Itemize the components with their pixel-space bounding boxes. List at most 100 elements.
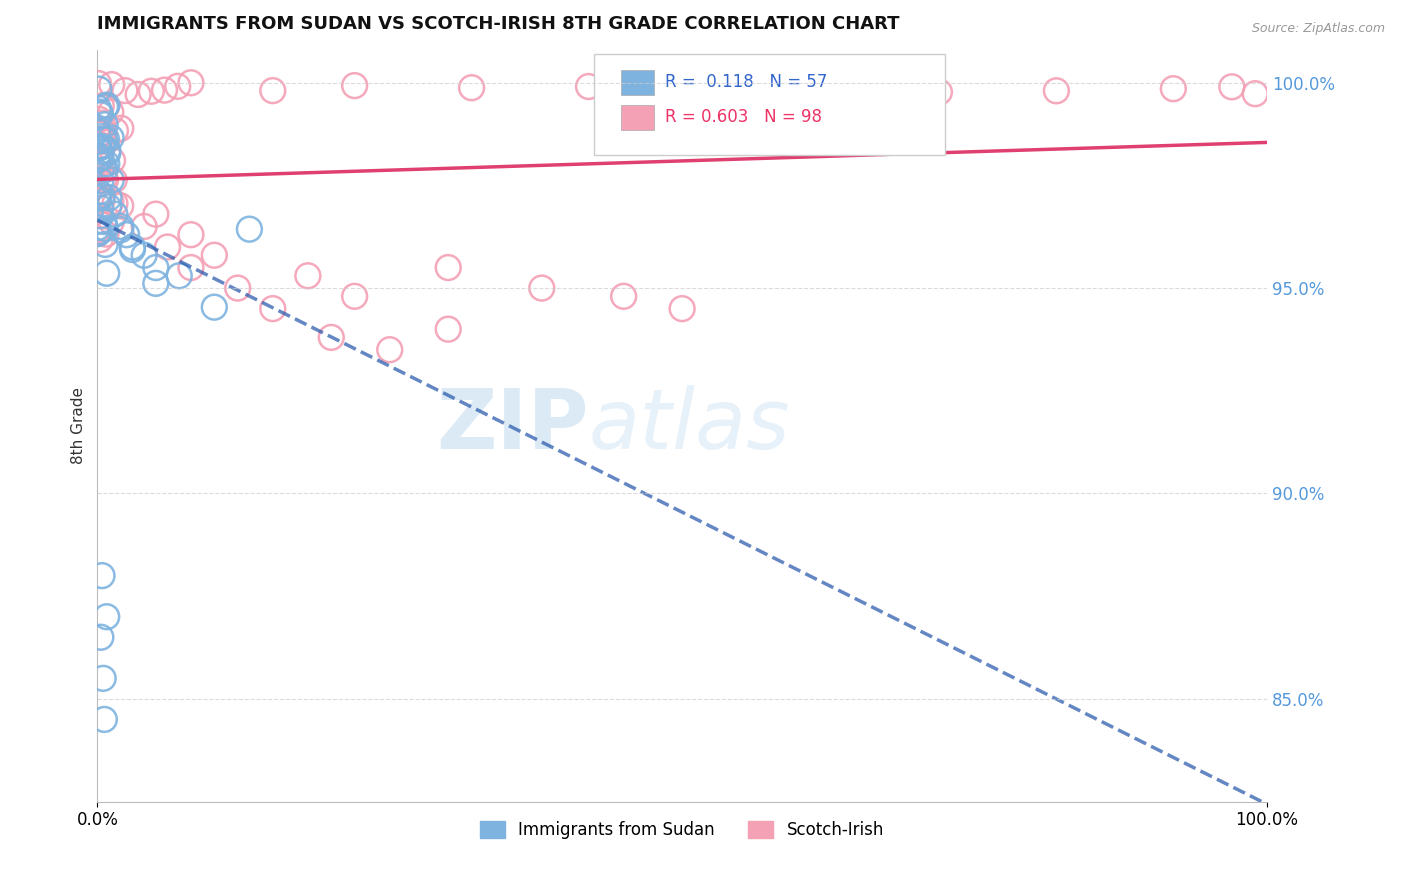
Point — [100, 131, 122, 145]
Point — [93, 133, 115, 147]
Point — [93, 214, 115, 228]
Point — [578, 79, 600, 94]
Point — [86, 220, 108, 235]
Y-axis label: 8th Grade: 8th Grade — [72, 387, 86, 464]
Bar — [621, 105, 654, 130]
Point — [86, 124, 108, 138]
Point — [378, 343, 401, 357]
Point — [89, 233, 111, 247]
Point — [89, 132, 111, 146]
Point — [93, 134, 115, 148]
Bar — [621, 70, 654, 95]
Point — [90, 173, 112, 187]
Point — [96, 609, 118, 624]
Point — [89, 209, 111, 223]
Point — [97, 146, 120, 161]
Text: atlas: atlas — [589, 385, 790, 467]
Point — [1220, 79, 1243, 94]
Point — [110, 199, 132, 213]
Point — [613, 289, 636, 303]
FancyBboxPatch shape — [595, 54, 945, 155]
Point — [437, 260, 460, 275]
Point — [87, 140, 110, 154]
Point — [226, 281, 249, 295]
Point — [91, 568, 114, 582]
Point — [262, 84, 284, 98]
Point — [437, 322, 460, 336]
Point — [90, 152, 112, 166]
Point — [91, 126, 114, 140]
Point — [87, 191, 110, 205]
Point — [121, 243, 143, 257]
Point — [91, 189, 114, 203]
Point — [145, 260, 167, 275]
Point — [180, 76, 202, 90]
Point — [134, 219, 156, 234]
Point — [94, 162, 117, 177]
Point — [89, 145, 111, 159]
Point — [93, 713, 115, 727]
Point — [89, 105, 111, 120]
Point — [91, 139, 114, 153]
Point — [460, 80, 482, 95]
Text: R =  0.118   N = 57: R = 0.118 N = 57 — [665, 73, 827, 91]
Point — [114, 84, 136, 98]
Point — [91, 194, 114, 208]
Point — [90, 99, 112, 113]
Point — [104, 196, 127, 211]
Point — [89, 225, 111, 239]
Point — [1045, 84, 1067, 98]
Point — [96, 266, 118, 280]
Point — [530, 281, 553, 295]
Point — [87, 226, 110, 240]
Point — [87, 148, 110, 162]
Text: R = 0.603   N = 98: R = 0.603 N = 98 — [665, 109, 821, 127]
Point — [93, 126, 115, 140]
Point — [97, 200, 120, 214]
Point — [1163, 81, 1185, 95]
Point — [93, 170, 115, 185]
Point — [91, 116, 114, 130]
Point — [94, 221, 117, 235]
Point — [90, 630, 112, 644]
Point — [86, 154, 108, 169]
Point — [96, 99, 118, 113]
Text: Source: ZipAtlas.com: Source: ZipAtlas.com — [1251, 22, 1385, 36]
Point — [104, 207, 127, 221]
Point — [87, 82, 110, 96]
Point — [101, 153, 124, 168]
Point — [811, 83, 834, 97]
Point — [321, 330, 343, 344]
Point — [100, 78, 122, 92]
Point — [127, 87, 149, 102]
Point — [202, 300, 225, 314]
Text: ZIP: ZIP — [436, 385, 589, 467]
Point — [100, 215, 122, 229]
Point — [91, 139, 114, 153]
Point — [100, 173, 122, 187]
Point — [110, 121, 132, 136]
Point — [145, 277, 167, 291]
Point — [89, 201, 111, 215]
Point — [343, 289, 366, 303]
Point — [167, 268, 190, 283]
Point — [180, 260, 202, 275]
Point — [671, 301, 693, 316]
Point — [87, 223, 110, 237]
Point — [94, 100, 117, 114]
Point — [89, 108, 111, 122]
Point — [94, 227, 117, 241]
Point — [1244, 87, 1267, 101]
Point — [115, 227, 138, 242]
Text: IMMIGRANTS FROM SUDAN VS SCOTCH-IRISH 8TH GRADE CORRELATION CHART: IMMIGRANTS FROM SUDAN VS SCOTCH-IRISH 8T… — [97, 15, 900, 33]
Point — [238, 222, 260, 236]
Point — [87, 227, 110, 241]
Point — [153, 83, 176, 97]
Point — [98, 191, 121, 205]
Point — [90, 151, 112, 165]
Point — [87, 101, 110, 115]
Point — [928, 85, 950, 99]
Point — [97, 144, 120, 158]
Legend: Immigrants from Sudan, Scotch-Irish: Immigrants from Sudan, Scotch-Irish — [474, 814, 891, 846]
Point — [141, 84, 163, 98]
